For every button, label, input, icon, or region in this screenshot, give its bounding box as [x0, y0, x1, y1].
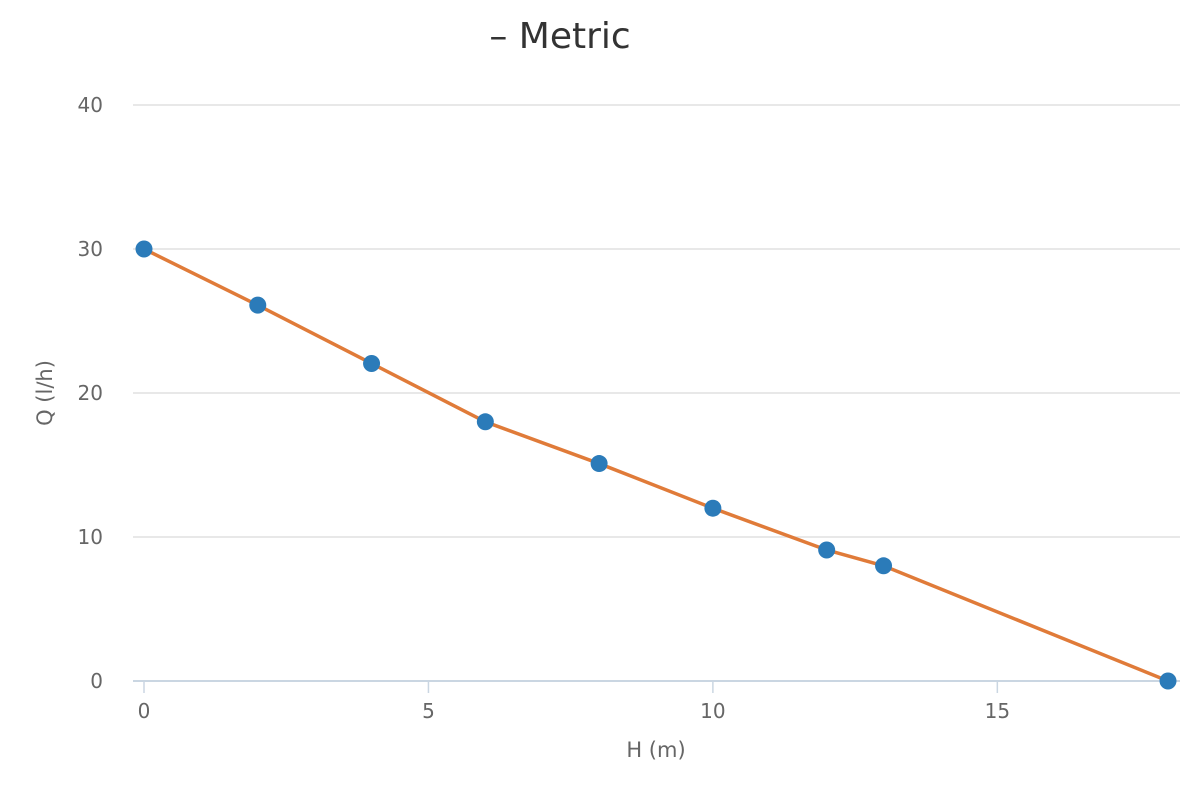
series-layer [135, 240, 1177, 690]
data-point[interactable] [1159, 672, 1177, 690]
data-point[interactable] [875, 557, 893, 575]
data-point[interactable] [590, 455, 608, 473]
x-axis-ticks: 0 5 10 15 [138, 681, 1010, 723]
x-tick-label: 15 [985, 699, 1010, 723]
data-point[interactable] [704, 499, 722, 517]
y-axis-title: Q (l/h) [33, 360, 57, 426]
x-tick-label: 5 [422, 699, 435, 723]
gridlines [133, 104, 1180, 538]
y-axis-ticks: 0 10 20 30 40 [78, 93, 103, 693]
data-point[interactable] [249, 296, 267, 314]
data-point[interactable] [476, 413, 494, 431]
y-tick-label: 10 [78, 525, 103, 549]
x-tick-label: 0 [138, 699, 151, 723]
data-point[interactable] [135, 240, 153, 258]
y-tick-label: 0 [90, 669, 103, 693]
chart-title: – Metric [489, 16, 630, 57]
data-point[interactable] [363, 354, 381, 372]
y-tick-label: 20 [78, 381, 103, 405]
series-line [142, 247, 1170, 683]
x-tick-label: 10 [700, 699, 725, 723]
y-tick-label: 30 [78, 237, 103, 261]
x-axis-title: H (m) [626, 738, 685, 762]
y-tick-label: 40 [78, 93, 103, 117]
data-point[interactable] [818, 541, 836, 559]
